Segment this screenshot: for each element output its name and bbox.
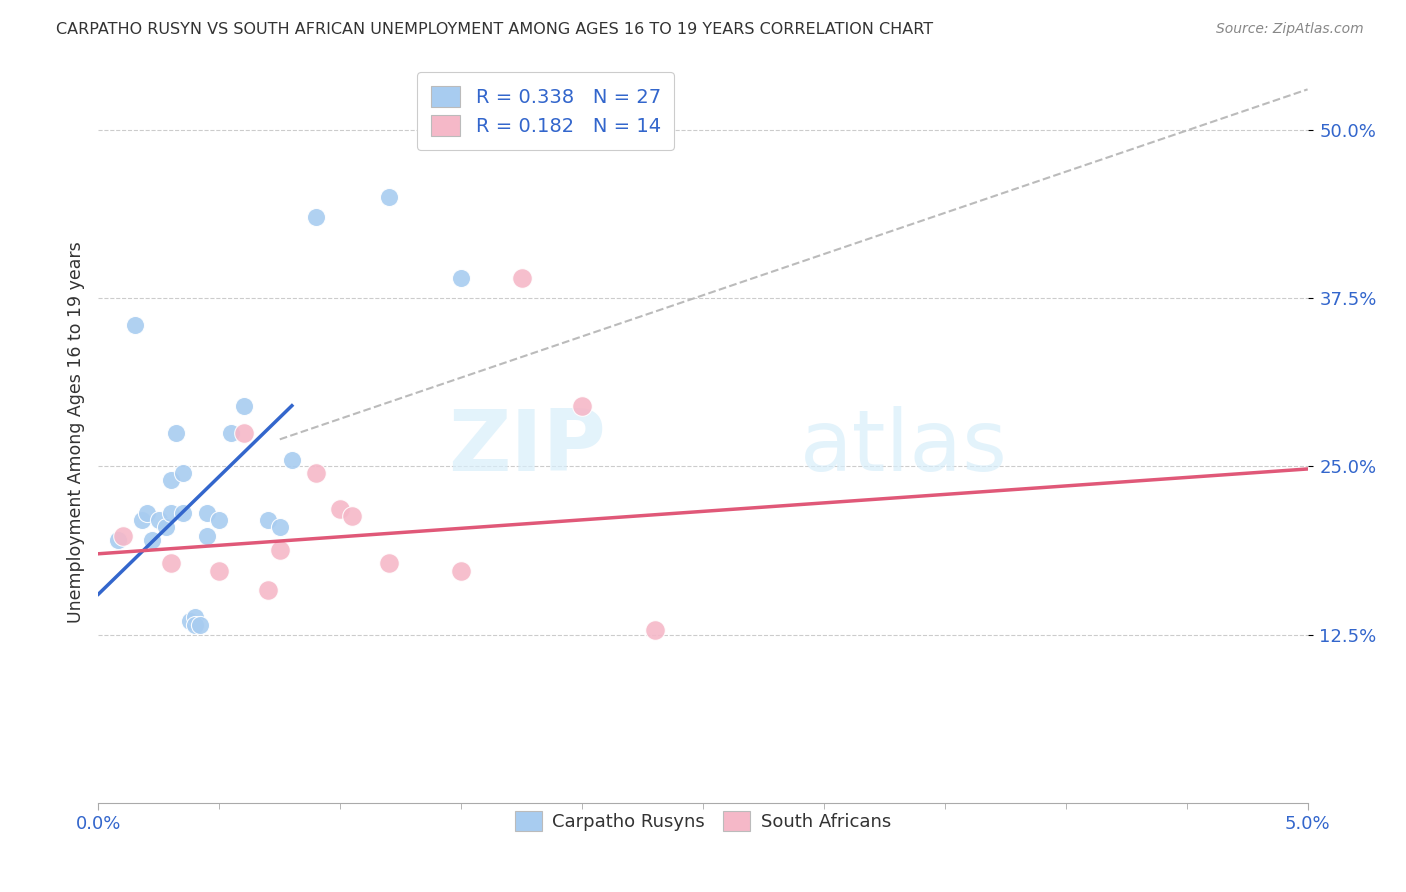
Point: [165, 425, 187, 440]
Point: [450, 270, 472, 285]
Text: ZIP: ZIP: [449, 406, 606, 489]
Point: [342, 509, 364, 524]
Point: [124, 318, 146, 332]
Point: [208, 564, 231, 578]
Point: [269, 542, 291, 557]
Text: atlas: atlas: [800, 406, 1008, 489]
Point: [184, 618, 207, 632]
Point: [135, 507, 157, 521]
Point: [111, 529, 134, 543]
Point: [195, 507, 218, 521]
Point: [179, 614, 201, 628]
Text: Source: ZipAtlas.com: Source: ZipAtlas.com: [1216, 22, 1364, 37]
Point: [571, 399, 593, 413]
Point: [644, 624, 666, 638]
Point: [160, 556, 183, 570]
Point: [221, 425, 243, 440]
Point: [148, 513, 170, 527]
Point: [172, 466, 194, 480]
Point: [172, 507, 194, 521]
Point: [377, 556, 399, 570]
Point: [305, 466, 328, 480]
Point: [107, 533, 129, 548]
Point: [232, 425, 254, 440]
Point: [281, 452, 304, 467]
Point: [160, 473, 183, 487]
Point: [377, 190, 399, 204]
Point: [160, 507, 183, 521]
Point: [141, 533, 163, 548]
Legend: Carpatho Rusyns, South Africans: Carpatho Rusyns, South Africans: [508, 804, 898, 838]
Point: [208, 513, 231, 527]
Point: [269, 520, 291, 534]
Point: [256, 513, 278, 527]
Point: [256, 583, 278, 598]
Text: CARPATHO RUSYN VS SOUTH AFRICAN UNEMPLOYMENT AMONG AGES 16 TO 19 YEARS CORRELATI: CARPATHO RUSYN VS SOUTH AFRICAN UNEMPLOY…: [56, 22, 934, 37]
Point: [510, 270, 533, 285]
Y-axis label: Unemployment Among Ages 16 to 19 years: Unemployment Among Ages 16 to 19 years: [66, 242, 84, 624]
Point: [305, 211, 328, 225]
Point: [184, 610, 207, 624]
Point: [155, 520, 177, 534]
Point: [131, 513, 153, 527]
Point: [329, 502, 352, 516]
Point: [450, 564, 472, 578]
Point: [188, 618, 211, 632]
Point: [232, 399, 254, 413]
Point: [195, 529, 218, 543]
